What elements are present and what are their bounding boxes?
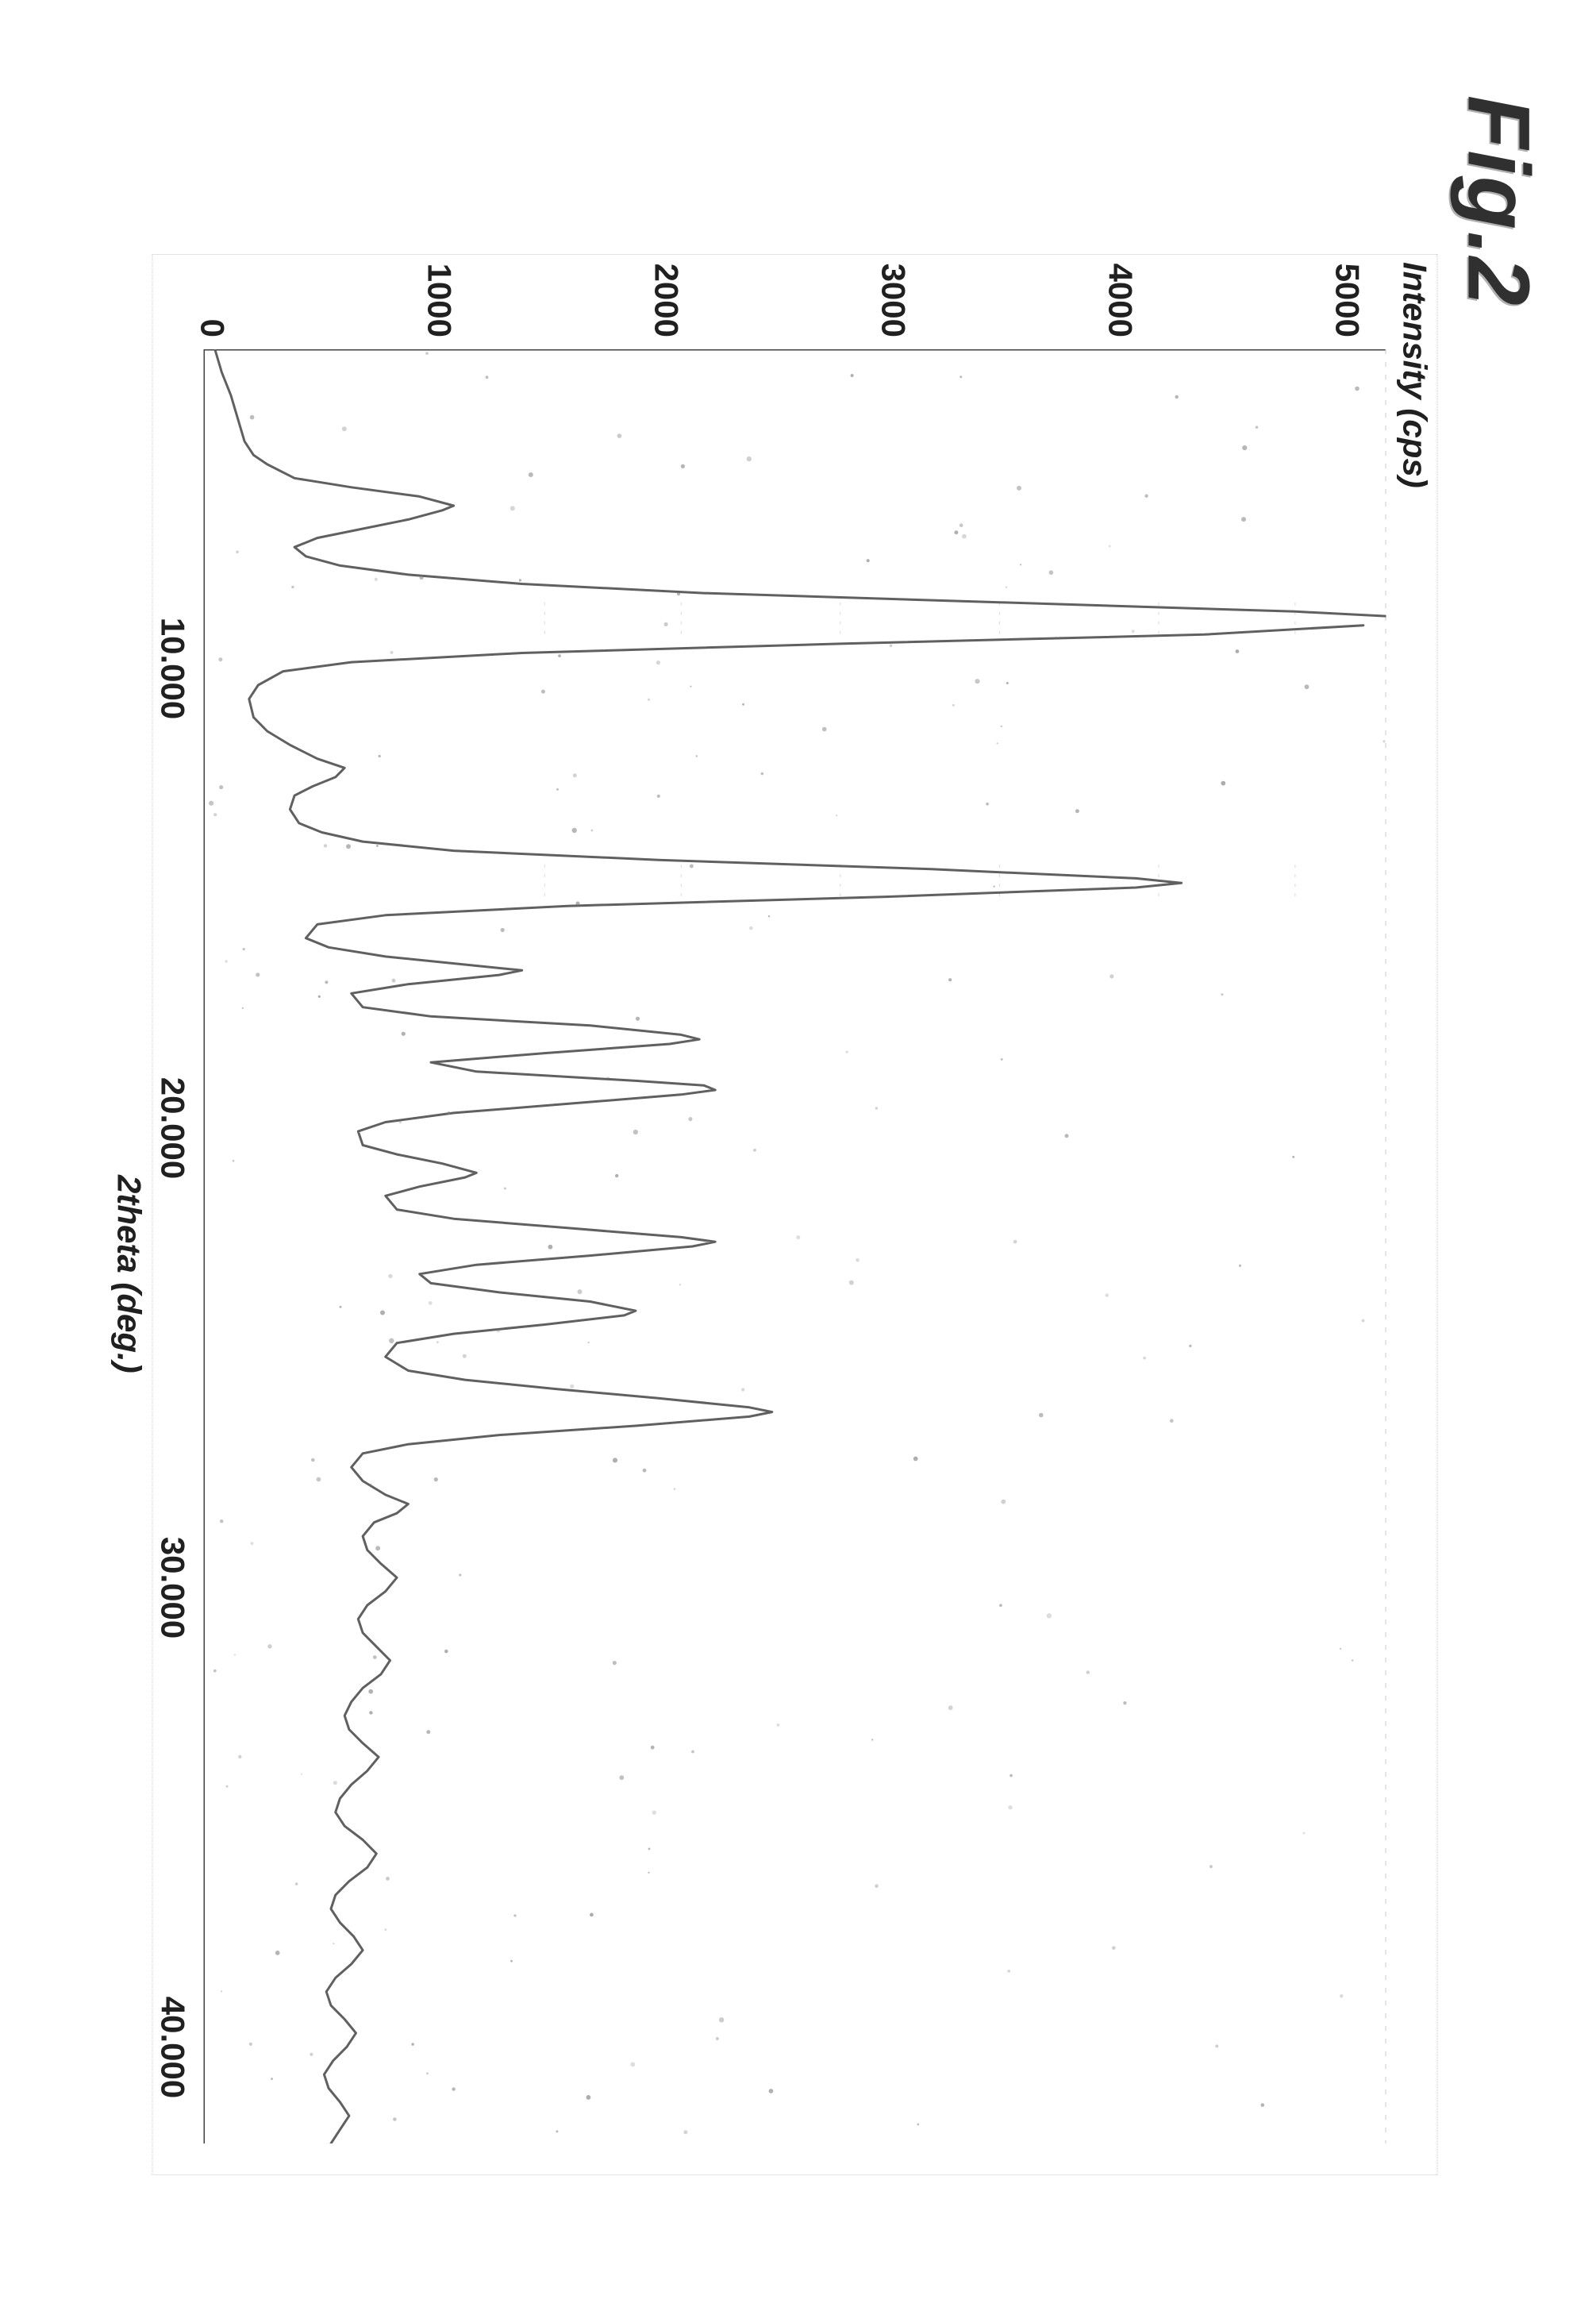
xrd-trace — [214, 349, 1386, 2143]
plot-area — [203, 349, 1386, 2143]
landscape-content: Fig.2 Intensity (cps) 0 1000 2000 3000 4… — [0, 0, 1596, 2307]
ytick-2000: 2000 — [647, 242, 685, 337]
xtick-10: 10.000 — [153, 597, 191, 740]
xtick-30: 30.000 — [153, 1516, 191, 1659]
xtick-40: 40.000 — [153, 1976, 191, 2119]
xtick-20: 20.000 — [153, 1057, 191, 1200]
ytick-5000: 5000 — [1328, 242, 1366, 337]
page: Fig.2 Intensity (cps) 0 1000 2000 3000 4… — [0, 0, 1596, 2307]
chart-svg — [203, 349, 1386, 2143]
x-axis-label: 2theta (deg.) — [110, 1175, 148, 1373]
figure-title: Fig.2 — [1448, 95, 1548, 307]
ytick-3000: 3000 — [874, 242, 912, 337]
ytick-4000: 4000 — [1101, 242, 1139, 337]
y-axis-label: Intensity (cps) — [1395, 262, 1433, 488]
ytick-1000: 1000 — [420, 242, 458, 337]
ytick-0: 0 — [193, 242, 231, 337]
